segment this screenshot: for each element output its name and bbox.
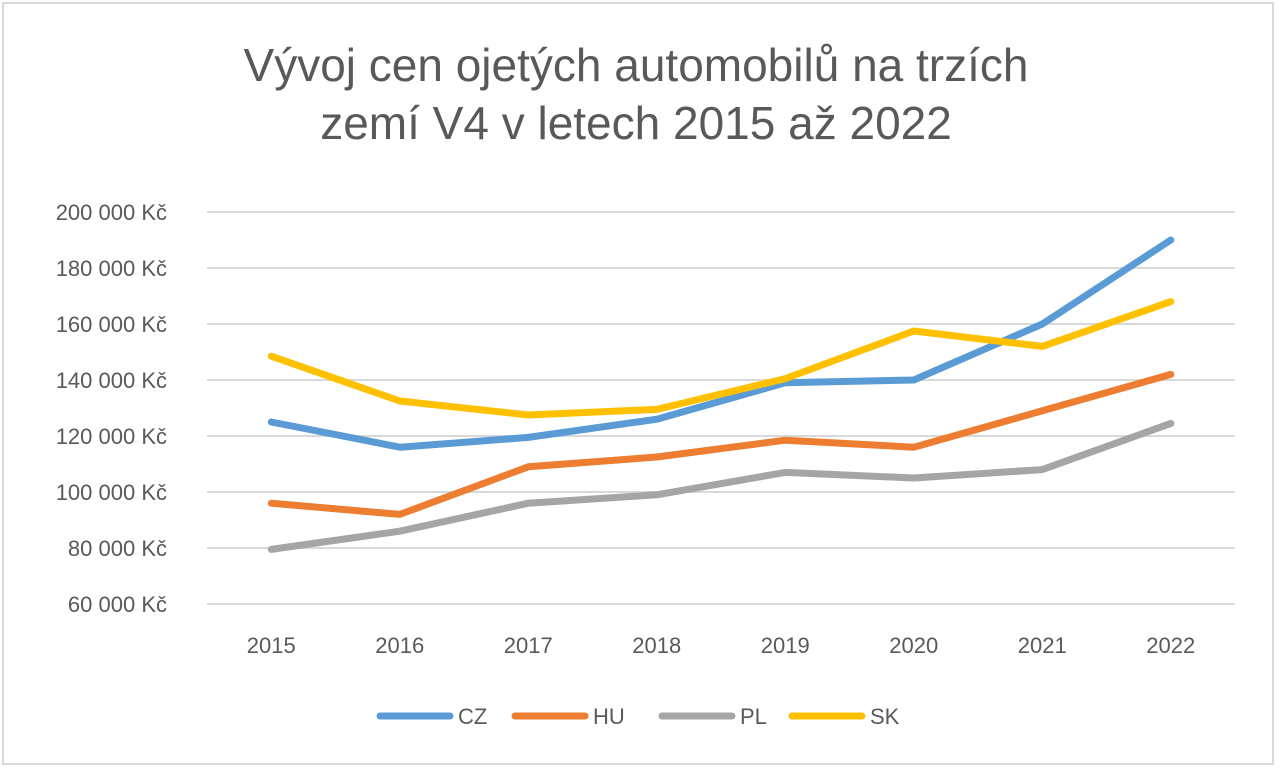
legend-label-pl: PL [740, 704, 767, 729]
chart-title: Vývoj cen ojetých automobilů na trzích z… [0, 36, 1272, 152]
legend-label-cz: CZ [458, 704, 487, 729]
x-tick-label: 2018 [632, 633, 681, 658]
series-line-sk [267, 298, 1175, 419]
gridlines [207, 211, 1235, 605]
series-line-cz [267, 236, 1175, 451]
chart-title-line-2: zemí V4 v letech 2015 až 2022 [320, 97, 952, 149]
y-axis-ticks: 60 000 Kč 80 000 Kč 100 000 Kč 120 000 Kč 14… [56, 200, 167, 617]
series-line-hu [267, 370, 1175, 518]
chart-title-line-1: Vývoj cen ojetých automobilů na trzích [243, 39, 1029, 91]
x-axis-ticks: 2015 2016 2017 2018 2019 2020 2021 2022 [247, 633, 1195, 658]
y-tick-label: 160 000 Kč [56, 312, 167, 337]
x-tick-label: 2020 [889, 633, 938, 658]
x-tick-label: 2017 [504, 633, 553, 658]
x-tick-label: 2022 [1146, 633, 1195, 658]
legend: CZ HU PL SK [376, 704, 900, 729]
y-tick-label: 80 000 Kč [68, 536, 167, 561]
legend-label-sk: SK [870, 704, 900, 729]
y-tick-label: 60 000 Kč [68, 592, 167, 617]
x-tick-label: 2016 [375, 633, 424, 658]
legend-label-hu: HU [593, 704, 625, 729]
y-tick-label: 140 000 Kč [56, 368, 167, 393]
x-tick-label: 2015 [247, 633, 296, 658]
y-tick-label: 200 000 Kč [56, 200, 167, 225]
series-lines [267, 236, 1175, 553]
series-line-pl [267, 419, 1175, 553]
y-tick-label: 100 000 Kč [56, 480, 167, 505]
x-tick-label: 2019 [761, 633, 810, 658]
x-tick-label: 2021 [1018, 633, 1067, 658]
y-tick-label: 120 000 Kč [56, 424, 167, 449]
y-tick-label: 180 000 Kč [56, 256, 167, 281]
